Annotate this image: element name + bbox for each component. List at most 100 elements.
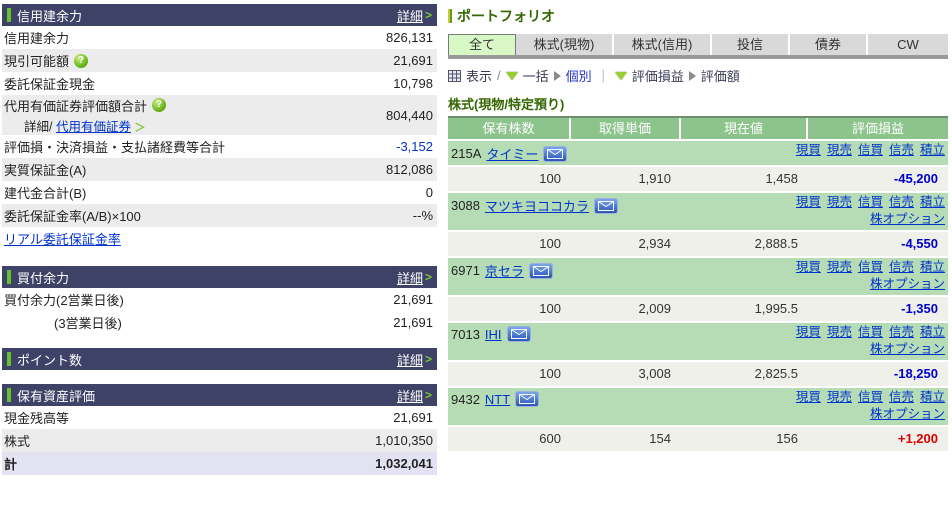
pl-cell: -1,350 [901,301,938,316]
row-value: 804,440 [386,107,433,123]
help-icon[interactable]: ? [74,53,89,68]
value-mode-link[interactable]: 評価額 [700,69,740,84]
qty-cell: 100 [539,301,561,316]
help-icon[interactable]: ? [152,98,167,112]
stock-option-link[interactable]: 株オプション [869,277,945,291]
margin-row: 委託保証金現金 10,798 [2,72,437,95]
cash-buy-link[interactable]: 現買 [795,143,821,157]
toolbar-separator: ｜ [596,69,610,84]
tab-funds[interactable]: 投信 [712,34,790,55]
trade-actions: 現買 現売 信買 信売 積立 [790,142,945,159]
mail-icon[interactable] [515,391,540,407]
price-cell: 1,458 [765,171,798,186]
tab-stock-margin[interactable]: 株式(信用) [614,34,712,55]
realtime-margin-ratio-link[interactable]: リアル委託保証金率 [4,232,121,247]
margin-sell-link[interactable]: 信売 [888,195,914,209]
margin-power-panel: 信用建余力 詳細 > 信用建余力 826,131 現引可能額 ? 21,691 … [2,4,437,250]
row-label: 買付余力(2営業日後) [4,293,124,308]
cash-buy-link[interactable]: 現買 [795,390,821,404]
margin-sell-link[interactable]: 信売 [888,260,914,274]
row-label: 評価損・決済損益・支払諸経費等合計 [4,140,226,155]
col-header-price: 現在値 [681,118,808,139]
margin-buy-link[interactable]: 信買 [857,195,883,209]
stock-code: 215A [451,146,482,161]
row-label: 現引可能額 ? [4,51,89,70]
points-detail-link[interactable]: 詳細 [396,352,423,368]
batch-toggle[interactable]: 一括 [522,69,549,84]
cash-buy-link[interactable]: 現買 [795,260,821,274]
collateral-detail-link[interactable]: 代用有価証券 [55,119,131,134]
dropdown-triangle-icon [614,71,627,80]
mail-icon[interactable] [528,262,553,279]
accumulate-link[interactable]: 積立 [919,390,945,404]
stock-name-link[interactable]: 京セラ [484,264,524,279]
qty-cell: 100 [539,366,561,381]
toolbar-separator: / [497,68,501,83]
tab-cw[interactable]: CW [868,34,948,55]
margin-buy-link[interactable]: 信買 [857,325,883,339]
margin-buy-link[interactable]: 信買 [857,143,883,157]
cash-sell-link[interactable]: 現売 [826,325,852,339]
margin-row-collateral: 代用有価証券評価額合計 ? 詳細/ 代用有価証券 ＞ 804,440 [2,95,437,135]
accumulate-link[interactable]: 積立 [919,260,945,274]
row-label: 現金残高等 [4,411,70,426]
cash-sell-link[interactable]: 現売 [826,195,852,209]
stock-name-link[interactable]: NTT [484,391,511,407]
accumulate-link[interactable]: 積立 [919,325,945,339]
stock-option-link[interactable]: 株オプション [869,212,945,226]
stock-name-link[interactable]: IHI [484,326,502,342]
stock-name-link[interactable]: タイミー [486,147,539,162]
tab-stock-cash[interactable]: 株式(現物) [516,34,614,55]
margin-buy-link[interactable]: 信買 [857,390,883,404]
stock-data-row: 600 154 156 +1,200 [448,425,948,451]
stock-option-link[interactable]: 株オプション [869,407,945,421]
cash-sell-link[interactable]: 現売 [826,390,852,404]
stock-code: 9432 [451,391,480,407]
tab-all[interactable]: 全て [448,34,516,55]
holdings-header: 保有資産評価 詳細 > [2,384,437,406]
price-cell: 2,888.5 [754,236,798,251]
qty-cell: 100 [539,171,561,186]
margin-sell-link[interactable]: 信売 [888,143,914,157]
total-label: 計 [4,457,18,472]
stock-option-link[interactable]: 株オプション [869,342,945,356]
holdings-total-row: 計 1,032,041 [2,452,437,475]
margin-buy-link[interactable]: 信買 [857,260,883,274]
stock-data-row: 100 3,008 2,825.5 -18,250 [448,360,948,386]
points-panel: ポイント数 詳細 > [2,348,437,370]
margin-detail-link[interactable]: 詳細 [396,8,423,24]
stock-name-row: 6971 京セラ 現買 現売 信買 信売 積立 株オプション [448,256,948,295]
col-header-cost: 取得単価 [571,118,681,139]
chevron-right-icon: > [424,8,432,22]
stock-data-row: 100 2,009 1,995.5 -1,350 [448,295,948,321]
individual-link[interactable]: 個別 [565,69,592,84]
row-value: 812,086 [386,162,433,177]
stock-name-link[interactable]: マツキヨココカラ [484,199,589,214]
mail-icon[interactable] [506,326,531,342]
cash-buy-link[interactable]: 現買 [795,195,821,209]
pl-mode-toggle[interactable]: 評価損益 [631,69,684,84]
qty-cell: 600 [539,431,561,446]
row-value: 21,691 [393,292,433,307]
accumulate-link[interactable]: 積立 [919,195,945,209]
row-label: 株式 [4,434,31,449]
tab-bonds[interactable]: 債券 [790,34,868,55]
buying-power-detail-link[interactable]: 詳細 [396,270,423,286]
arrow-right-icon [688,70,696,81]
accumulate-link[interactable]: 積立 [919,143,945,157]
cash-sell-link[interactable]: 現売 [826,260,852,274]
holdings-row: 現金残高等 21,691 [2,406,437,429]
header-accent-bar [7,352,11,366]
chevron-right-icon: > [424,388,432,402]
table-header-row: 保有株数 取得単価 現在値 評価損益 [448,116,948,139]
margin-sell-link[interactable]: 信売 [888,325,914,339]
mail-icon[interactable] [593,197,618,214]
trade-actions: 現買 現売 信買 信売 積立 株オプション [790,324,945,358]
account-summary-column: 信用建余力 詳細 > 信用建余力 826,131 現引可能額 ? 21,691 … [2,4,437,491]
cash-buy-link[interactable]: 現買 [795,325,821,339]
cash-sell-link[interactable]: 現売 [826,143,852,157]
cost-cell: 2,009 [638,301,671,316]
margin-sell-link[interactable]: 信売 [888,390,914,404]
mail-icon[interactable] [543,145,568,162]
holdings-detail-link[interactable]: 詳細 [396,388,423,404]
